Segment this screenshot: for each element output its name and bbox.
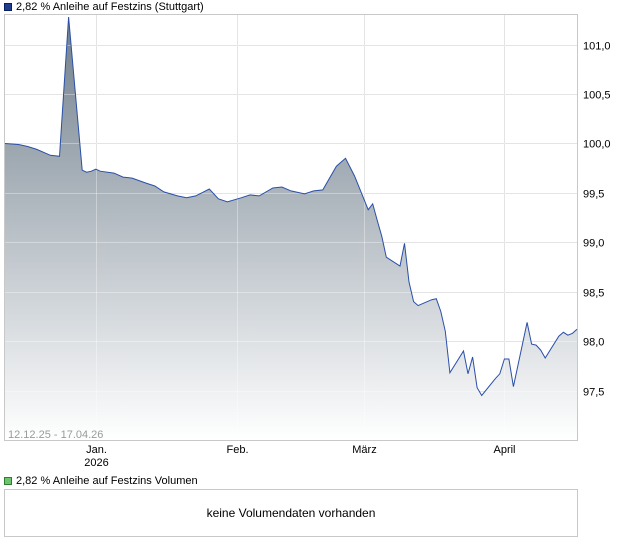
volume-legend-swatch [4,477,12,485]
volume-empty-message: keine Volumendaten vorhanden [206,506,376,520]
y-tick-label: 98,0 [583,337,604,349]
x-tick-label: Jan. [86,444,107,456]
y-tick-label: 97,5 [583,387,604,399]
y-tick-label: 99,5 [583,189,604,201]
y-tick-label: 100,0 [583,139,611,151]
price-legend: 2,82 % Anleihe auf Festzins (Stuttgart) [4,0,204,14]
y-tick-label: 98,5 [583,288,604,300]
x-tick-label: März [352,444,376,456]
price-area [5,17,577,440]
volume-panel: keine Volumendaten vorhanden [4,489,578,537]
x-tick-label: Feb. [226,444,248,456]
y-tick-label: 100,5 [583,90,611,102]
volume-legend-label: 2,82 % Anleihe auf Festzins Volumen [16,475,198,487]
y-tick-label: 99,0 [583,238,604,250]
y-tick-label: 101,0 [583,41,611,53]
x-tick-label: April [493,444,515,456]
date-range-label: 12.12.25 - 17.04.26 [8,429,103,441]
volume-legend: 2,82 % Anleihe auf Festzins Volumen [4,474,198,488]
price-line [4,16,578,397]
price-chart: 101,0 100,5 100,0 99,5 99,0 98,5 98,0 97,5 Jan.… [4,14,611,469]
price-legend-label: 2,82 % Anleihe auf Festzins (Stuttgart) [16,1,204,13]
x-tick-sublabel: 2026 [84,457,108,469]
price-legend-swatch [4,3,12,11]
